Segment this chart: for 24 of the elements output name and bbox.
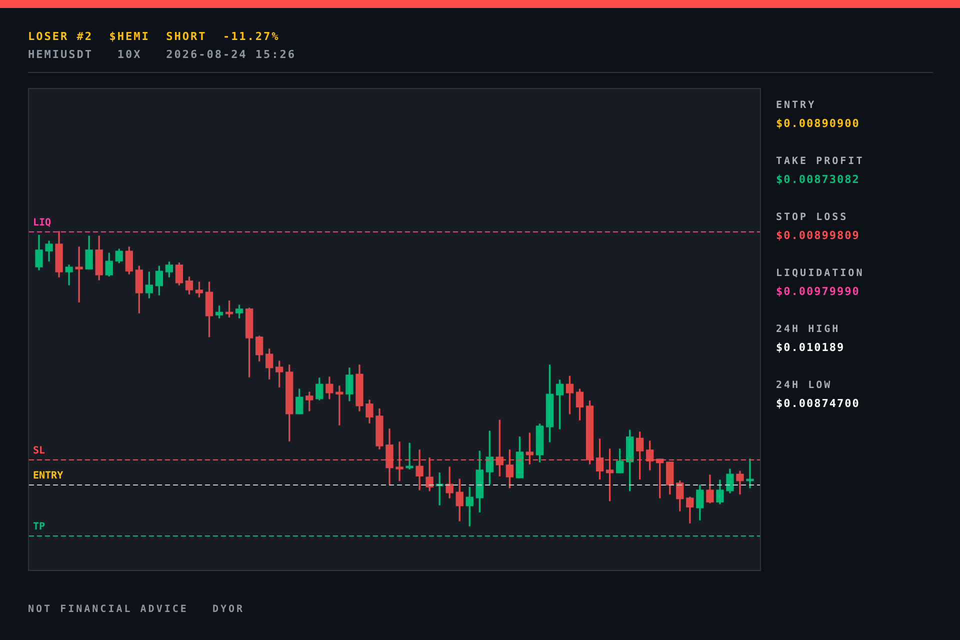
ref-line-label: LIQ [33, 217, 52, 228]
text: LIQUIDATION [776, 268, 866, 279]
chart-title: LOSER #2 $HEMI SHORT -11.27% [28, 30, 280, 43]
chart-subtitle: HEMIUSDT 10X 2026-08-24 15:26 [28, 48, 296, 61]
candlestick [336, 386, 344, 426]
candlestick [416, 450, 424, 490]
text: $0.00874700 [776, 397, 861, 410]
text: NOT FINANCIAL ADVICE DYOR [28, 604, 245, 615]
text: $0.00890900 [776, 117, 861, 130]
text: $0.00899809 [776, 229, 861, 242]
text: $0.010189 [776, 341, 846, 354]
ref-line-label: SL [33, 445, 46, 456]
candlestick [746, 458, 754, 488]
text: STOP LOSS [776, 212, 850, 223]
candlestick [396, 442, 404, 482]
text: 24H HIGH [776, 324, 842, 335]
text: ENTRY [776, 100, 818, 111]
candlestick [75, 246, 83, 302]
ref-line-label: TP [33, 522, 46, 533]
text: TAKE PROFIT [776, 156, 866, 167]
text: $0.00873082 [776, 173, 861, 186]
text: $0.00979990 [776, 285, 861, 298]
text: 24H LOW [776, 380, 834, 391]
ref-line-label: ENTRY [33, 470, 64, 482]
